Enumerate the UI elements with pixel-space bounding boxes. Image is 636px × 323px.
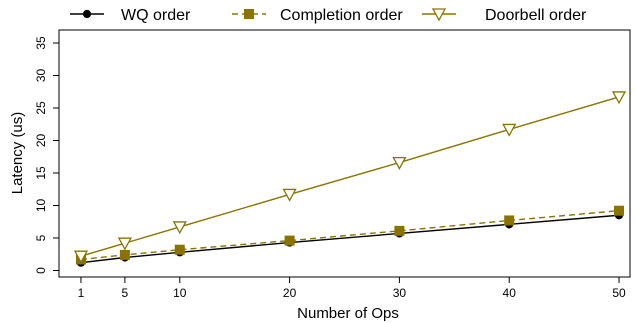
y-axis: 0 5 10 15 20 25 30 35 xyxy=(34,36,59,274)
x-tick-label-5: 40 xyxy=(503,286,517,300)
data-point-s2-2 xyxy=(172,221,187,235)
legend-label-0: WQ order xyxy=(121,7,191,24)
data-point-s2-6 xyxy=(611,91,627,105)
series-line-0 xyxy=(80,214,620,264)
series-line-1 xyxy=(80,210,620,261)
x-tick-label-0: 1 xyxy=(78,286,85,300)
legend: WQ order Completion order Doorbell order xyxy=(70,7,587,24)
legend-item-2: Doorbell order xyxy=(422,7,587,24)
y-tick-label-0: 0 xyxy=(34,267,48,274)
y-tick-label-5: 25 xyxy=(34,101,48,115)
legend-marker-2 xyxy=(431,8,447,22)
x-axis-title: Number of Ops xyxy=(297,305,399,322)
data-point-s2-3 xyxy=(282,188,297,202)
data-point-s2-5 xyxy=(502,123,517,137)
legend-marker-symbol-0 xyxy=(82,9,92,19)
legend-label-1: Completion order xyxy=(280,7,403,24)
x-tick-label-6: 50 xyxy=(612,286,626,300)
x-tick-label-2: 10 xyxy=(173,286,187,300)
legend-label-2: Doorbell order xyxy=(485,7,587,24)
y-tick-label-2: 10 xyxy=(34,199,48,213)
plot-frame xyxy=(58,29,631,278)
data-point-s1-1 xyxy=(119,249,130,260)
x-tick-label-3: 20 xyxy=(283,286,297,300)
series-line-2 xyxy=(80,96,620,257)
y-axis-title: Latency (us) xyxy=(9,112,26,195)
legend-marker-0 xyxy=(82,9,92,19)
data-point-s1-6 xyxy=(614,205,625,216)
x-tick-label-4: 30 xyxy=(393,286,407,300)
y-tick-label-1: 5 xyxy=(34,234,48,241)
x-tick-label-1: 5 xyxy=(122,286,129,300)
series-lines xyxy=(80,96,620,264)
data-point-s2-4 xyxy=(392,156,407,170)
data-point-s1-2 xyxy=(174,244,185,255)
data-point-s1-4 xyxy=(394,225,405,236)
y-tick-label-6: 30 xyxy=(34,69,48,83)
legend-item-0: WQ order xyxy=(70,7,191,24)
data-point-s1-5 xyxy=(504,215,515,226)
legend-marker-symbol-1 xyxy=(244,9,254,19)
legend-item-1: Completion order xyxy=(232,7,403,24)
series-markers xyxy=(73,91,627,267)
y-tick-label-7: 35 xyxy=(34,36,48,50)
legend-marker-symbol-2 xyxy=(431,8,447,22)
data-point-s1-3 xyxy=(284,235,295,246)
data-point-s2-1 xyxy=(117,237,132,251)
data-point-s2-0 xyxy=(73,250,89,264)
x-axis: 1 5 10 20 30 40 50 xyxy=(78,277,626,300)
legend-marker-1 xyxy=(244,9,254,19)
y-tick-label-3: 15 xyxy=(34,166,48,180)
y-tick-label-4: 20 xyxy=(34,134,48,148)
